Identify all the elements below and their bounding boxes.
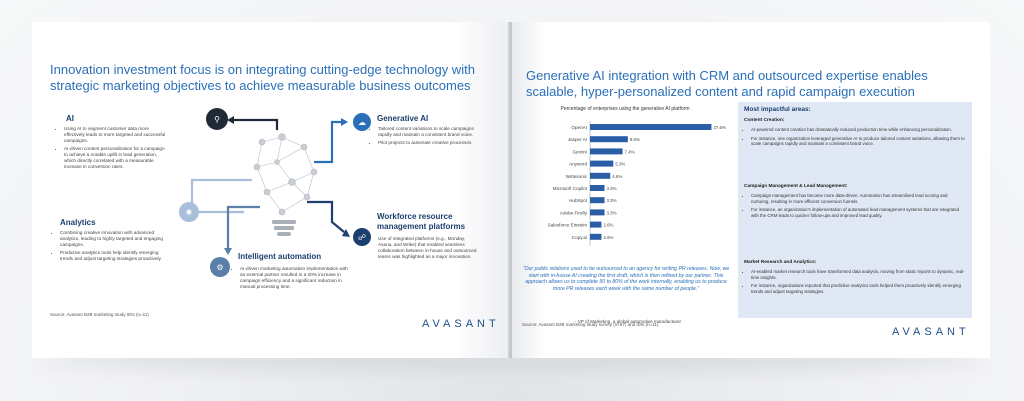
category-label: Salesforce Einstein [548, 223, 588, 228]
category-label: Adobe Firefly [560, 210, 588, 215]
market-research-heading: Market Research and Analytics: [744, 260, 817, 265]
generative-ai-text: Tailored content variations to scale cam… [372, 126, 482, 147]
ai-bullet: Using AI to segment customer data more e… [64, 126, 168, 144]
content-creation-heading: Content Creation: [744, 118, 785, 123]
connector-ai [232, 118, 279, 130]
panel-bullet: Campaign management has become more data… [751, 193, 966, 204]
left-source: Source: Avasant B2B marketing study IDIs… [50, 312, 149, 317]
ai-text: Using AI to segment customer data more e… [58, 126, 168, 171]
generative-ai-bullet: Tailored content variations to scale cam… [378, 126, 482, 138]
quote-attribution: - VP of Marketing, a global automotive m… [574, 319, 682, 324]
spine [508, 22, 514, 358]
bar [590, 136, 628, 143]
generative-ai-icon: ☁ [353, 113, 371, 131]
bar [590, 221, 602, 228]
analytics-heading: Analytics [60, 218, 96, 227]
innovation-diagram [190, 116, 350, 255]
bar [590, 160, 614, 167]
analytics-bullet: Combining creative innovation with advan… [60, 230, 170, 248]
arrow-head-genai [341, 118, 348, 126]
ai-heading: AI [66, 114, 74, 123]
bar-value-label: 3.3% [607, 210, 617, 215]
ai-icon: ⚲ [206, 108, 228, 130]
impact-panel: Most impactful areas: Content Creation: … [738, 102, 972, 318]
bar-value-label: 7.4% [625, 149, 635, 154]
content-creation-text: AI-powered content creation has dramatic… [744, 127, 966, 150]
panel-bullet: AI-enabled market research tools have tr… [751, 269, 966, 280]
category-label: Copy.ai [572, 235, 587, 240]
analytics-bullet: Predictive analytics tools help identify… [60, 250, 170, 262]
right-page: Generative AI integration with CRM and o… [512, 22, 990, 358]
quote-text: “Our public relations used to be outsour… [522, 266, 730, 292]
bar-value-label: 27.6% [713, 125, 726, 130]
campaign-heading: Campaign Management & Lead Management: [744, 184, 848, 189]
arrow-head-automation [224, 248, 232, 255]
left-page-title: Innovation investment focus is on integr… [50, 62, 475, 93]
right-source: Source: Avasant B2B marketing study surv… [522, 322, 659, 327]
panel-bullet: For instance, an organization’s implemen… [751, 207, 966, 218]
bar-value-label: 3.3% [607, 198, 617, 203]
category-label: Writesonic [566, 174, 588, 179]
bar [590, 209, 605, 216]
analytics-text: Combining creative innovation with advan… [54, 230, 170, 263]
lightbulb-brain-icon [253, 133, 318, 236]
generative-ai-bullet: Pilot projects to automate creative proc… [378, 140, 482, 146]
chart-title: Percentage of enterprises using the gene… [560, 106, 690, 112]
avasant-logo: AVASANT [892, 326, 970, 338]
bar [590, 172, 611, 179]
automation-heading: Intelligent automation [238, 252, 322, 261]
automation-text: AI-driven marketing automation implement… [234, 266, 352, 292]
avasant-logo: AVASANT [422, 318, 500, 330]
generative-ai-heading: Generative AI [377, 114, 429, 123]
analytics-icon: ✺ [179, 202, 199, 222]
category-label: Anyword [569, 162, 587, 167]
panel-title: Most impactful areas: [744, 106, 811, 113]
bar-value-label: 2.6% [603, 235, 613, 240]
connector-automation [226, 205, 260, 250]
bar-chart: OpenAI 27.6% Jasper AI 8.6% Gemini 7.4% Anywor… [548, 121, 726, 246]
bar [590, 124, 712, 130]
bar-value-label: 5.3% [615, 162, 625, 167]
category-label: HubSpot [569, 198, 588, 203]
ai-bullet: AI-driven content personalization for a … [64, 146, 168, 170]
category-label: Jasper AI [568, 137, 587, 142]
category-label: OpenAI [571, 125, 587, 130]
connector-workforce [307, 200, 345, 233]
panel-bullet: AI-powered content creation has dramatic… [751, 127, 966, 133]
right-page-title: Generative AI integration with CRM and o… [526, 68, 928, 99]
bar-value-label: 2.6% [603, 223, 613, 228]
bar-value-label: 3.3% [607, 186, 617, 191]
bar [590, 185, 605, 191]
workforce-text: Use of integrated platforms (e.g., Monda… [372, 236, 480, 262]
category-label: Microsoft Copilot [553, 186, 588, 191]
connector-genai [314, 120, 342, 164]
bar [590, 197, 605, 204]
arrow-head-workforce [342, 229, 350, 237]
arrow-head-ai [227, 116, 234, 124]
bar-value-label: 8.6% [630, 137, 640, 142]
campaign-text: Campaign management has become more data… [744, 193, 966, 221]
workforce-icon: ☍ [353, 228, 371, 246]
automation-icon: ⚙ [210, 257, 230, 277]
bar-value-label: 4.6% [612, 174, 622, 179]
bar [590, 233, 602, 240]
workforce-bullet: Use of integrated platforms (e.g., Monda… [378, 236, 480, 260]
category-label: Gemini [572, 149, 587, 154]
panel-bullet: For instance, one organization leveraged… [751, 136, 966, 147]
left-page: Innovation investment focus is on integr… [32, 22, 510, 358]
panel-bullet: For instance, organizations reported tha… [751, 283, 966, 294]
workforce-heading: Workforce resource management platforms [377, 212, 466, 231]
automation-bullet: AI-driven marketing automation implement… [240, 266, 352, 290]
bar [590, 148, 623, 155]
market-research-text: AI-enabled market research tools have tr… [744, 269, 966, 297]
connector-analytics [190, 178, 252, 214]
